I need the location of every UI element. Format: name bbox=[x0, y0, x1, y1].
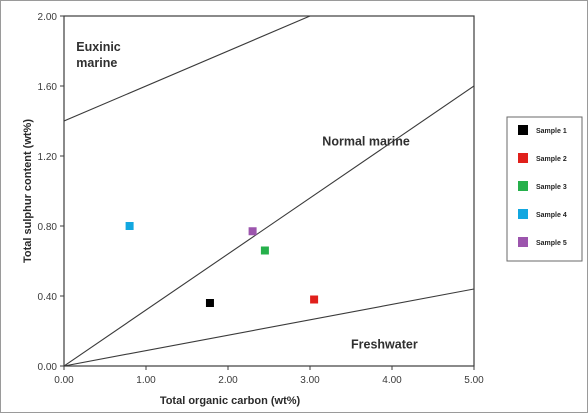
x-tick-label: 1.00 bbox=[136, 375, 156, 386]
y-tick-label: 2.00 bbox=[38, 12, 58, 23]
legend-swatch bbox=[518, 237, 528, 247]
y-tick-label: 1.20 bbox=[38, 152, 58, 163]
legend-swatch bbox=[518, 125, 528, 135]
legend: Sample 1 Sample 2 Sample 3 Sample 4 Sample 5 bbox=[506, 116, 583, 262]
x-tick-label: 5.00 bbox=[464, 375, 484, 386]
legend-label: Sample 2 bbox=[536, 156, 567, 163]
region-label: Euxinic bbox=[76, 40, 121, 54]
data-point bbox=[125, 222, 134, 230]
legend-label: Sample 1 bbox=[536, 128, 567, 135]
boundary-line-upper bbox=[64, 16, 311, 122]
legend-swatch bbox=[518, 181, 528, 191]
x-tick-label: 3.00 bbox=[300, 375, 320, 386]
boundary-line-middle bbox=[64, 85, 474, 366]
data-point bbox=[205, 299, 214, 307]
y-tick-label: 0.00 bbox=[38, 362, 58, 373]
x-tick-label: 0.00 bbox=[54, 375, 74, 386]
data-point bbox=[248, 227, 257, 236]
data-point bbox=[260, 246, 269, 255]
region-label: Normal marine bbox=[322, 135, 410, 149]
data-point bbox=[310, 295, 319, 304]
plot-area bbox=[63, 15, 475, 367]
region-label: Freshwater bbox=[351, 338, 418, 352]
x-axis-title: Total organic carbon (wt%) bbox=[160, 395, 301, 407]
legend-label: Sample 4 bbox=[536, 212, 567, 219]
region-label: marine bbox=[76, 56, 117, 70]
x-tick-label: 2.00 bbox=[218, 375, 238, 386]
legend-swatch bbox=[518, 153, 528, 163]
legend-swatch bbox=[518, 209, 528, 219]
x-tick-label: 4.00 bbox=[382, 375, 402, 386]
boundary-line-lower bbox=[64, 288, 474, 366]
y-axis-title: Total sulphur content (wt%) bbox=[22, 119, 34, 263]
y-tick-label: 0.80 bbox=[38, 222, 58, 233]
y-tick-label: 1.60 bbox=[38, 82, 58, 93]
legend-label: Sample 5 bbox=[536, 240, 567, 247]
legend-label: Sample 3 bbox=[536, 184, 567, 191]
y-tick-label: 0.40 bbox=[38, 292, 58, 303]
